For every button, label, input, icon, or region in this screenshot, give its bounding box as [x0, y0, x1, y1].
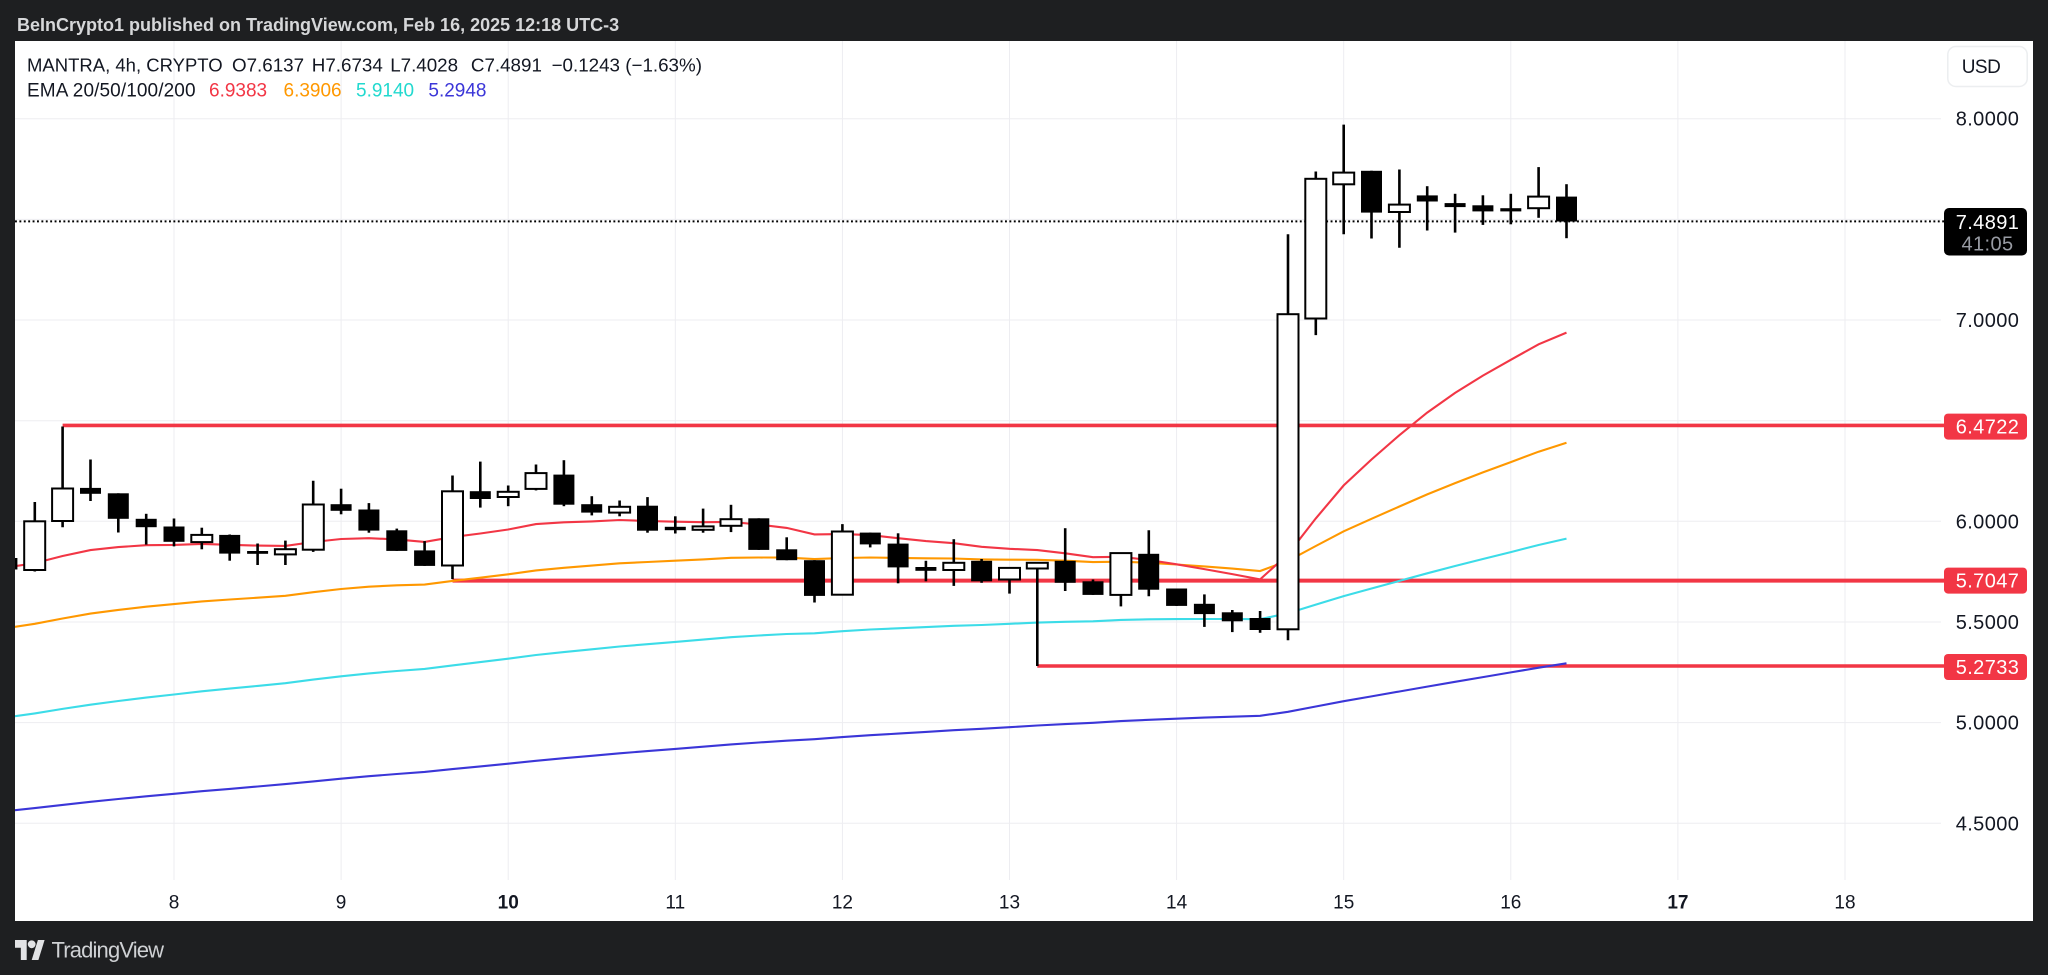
svg-text:4.5000: 4.5000	[1956, 813, 2020, 835]
svg-text:7.0000: 7.0000	[1956, 310, 2020, 332]
svg-text:16: 16	[1500, 893, 1521, 914]
svg-text:18: 18	[1834, 893, 1855, 914]
svg-text:17: 17	[1667, 893, 1688, 914]
svg-text:6.3906: 6.3906	[284, 81, 342, 102]
svg-text:−0.1243 (−1.63%): −0.1243 (−1.63%)	[552, 55, 702, 76]
svg-text:USD: USD	[1962, 57, 2001, 78]
svg-text:6.9383: 6.9383	[209, 81, 267, 102]
svg-text:5.2948: 5.2948	[428, 81, 486, 102]
svg-text:5.7047: 5.7047	[1956, 571, 2020, 593]
svg-text:5.9140: 5.9140	[356, 81, 414, 102]
svg-text:11: 11	[665, 893, 685, 914]
svg-text:12: 12	[832, 893, 853, 914]
svg-text:41:05: 41:05	[1961, 234, 2013, 256]
svg-text:8: 8	[169, 893, 180, 914]
svg-text:6.4722: 6.4722	[1956, 417, 2020, 439]
svg-text:MANTRA, 4h, CRYPTO: MANTRA, 4h, CRYPTO	[27, 55, 223, 76]
svg-text:BeInCrypto1 published on Tradi: BeInCrypto1 published on TradingView.com…	[17, 15, 619, 35]
svg-text:7.4891: 7.4891	[1956, 212, 2020, 234]
svg-text:13: 13	[999, 893, 1020, 914]
svg-text:O7.6137: O7.6137	[232, 55, 304, 76]
svg-text:10: 10	[498, 893, 519, 914]
svg-text:5.2733: 5.2733	[1956, 657, 2020, 679]
svg-text:5.0000: 5.0000	[1956, 713, 2020, 735]
svg-text:8.0000: 8.0000	[1956, 109, 2020, 131]
svg-text:EMA 20/50/100/200: EMA 20/50/100/200	[27, 81, 196, 102]
svg-text:6.0000: 6.0000	[1956, 511, 2020, 533]
svg-text:14: 14	[1166, 893, 1188, 914]
svg-text:L7.4028: L7.4028	[390, 55, 458, 76]
svg-text:15: 15	[1333, 893, 1354, 914]
svg-text:H7.6734: H7.6734	[312, 55, 383, 76]
svg-text:5.5000: 5.5000	[1956, 612, 2020, 634]
svg-text:TradingView: TradingView	[52, 938, 165, 963]
svg-text:9: 9	[336, 893, 347, 914]
svg-text:C7.4891: C7.4891	[471, 55, 542, 76]
